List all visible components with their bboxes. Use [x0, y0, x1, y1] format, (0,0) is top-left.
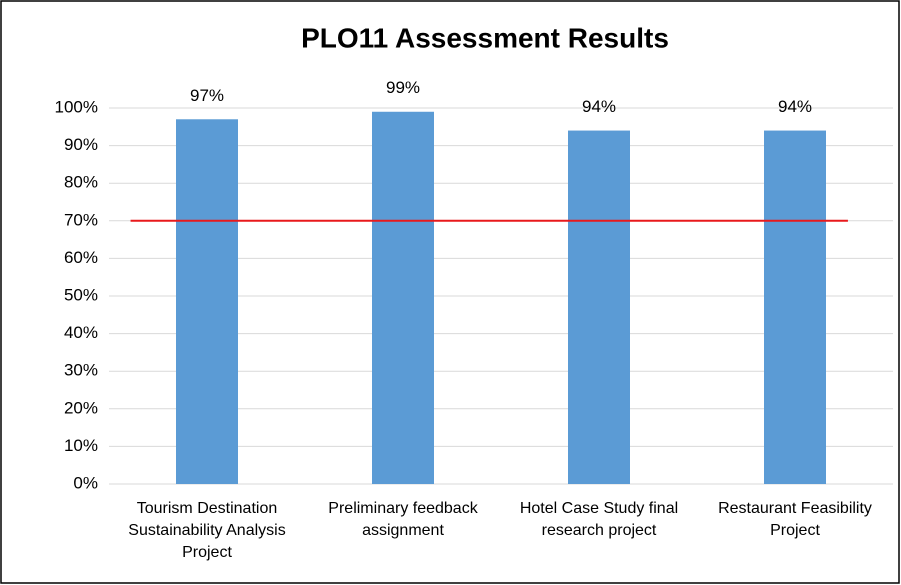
- bar: [176, 119, 238, 484]
- chart-title: PLO11 Assessment Results: [301, 22, 669, 53]
- value-label: 99%: [386, 78, 420, 97]
- value-label: 94%: [778, 97, 812, 116]
- y-tick-label: 70%: [64, 210, 98, 229]
- y-tick-label: 90%: [64, 135, 98, 154]
- x-tick-label: Restaurant Feasibility Project: [718, 500, 872, 539]
- x-tick-label: Preliminary feedback assignment: [328, 500, 478, 539]
- y-tick-label: 60%: [64, 248, 98, 267]
- y-tick-label: 40%: [64, 323, 98, 342]
- bar: [764, 130, 826, 484]
- bar: [372, 111, 434, 484]
- y-tick-label: 50%: [64, 285, 98, 304]
- x-tick-label: Hotel Case Study final research project: [519, 500, 679, 539]
- y-tick-label: 30%: [64, 361, 98, 380]
- value-label: 97%: [190, 86, 224, 105]
- y-tick-label: 10%: [64, 436, 98, 455]
- y-tick-label: 80%: [64, 173, 98, 192]
- y-tick-label: 100%: [55, 97, 98, 116]
- y-tick-label: 20%: [64, 398, 98, 417]
- x-tick-label: Tourism Destination Sustainability Analy…: [128, 500, 286, 561]
- value-label: 94%: [582, 97, 616, 116]
- bar: [568, 130, 630, 484]
- y-tick-label: 0%: [73, 473, 98, 492]
